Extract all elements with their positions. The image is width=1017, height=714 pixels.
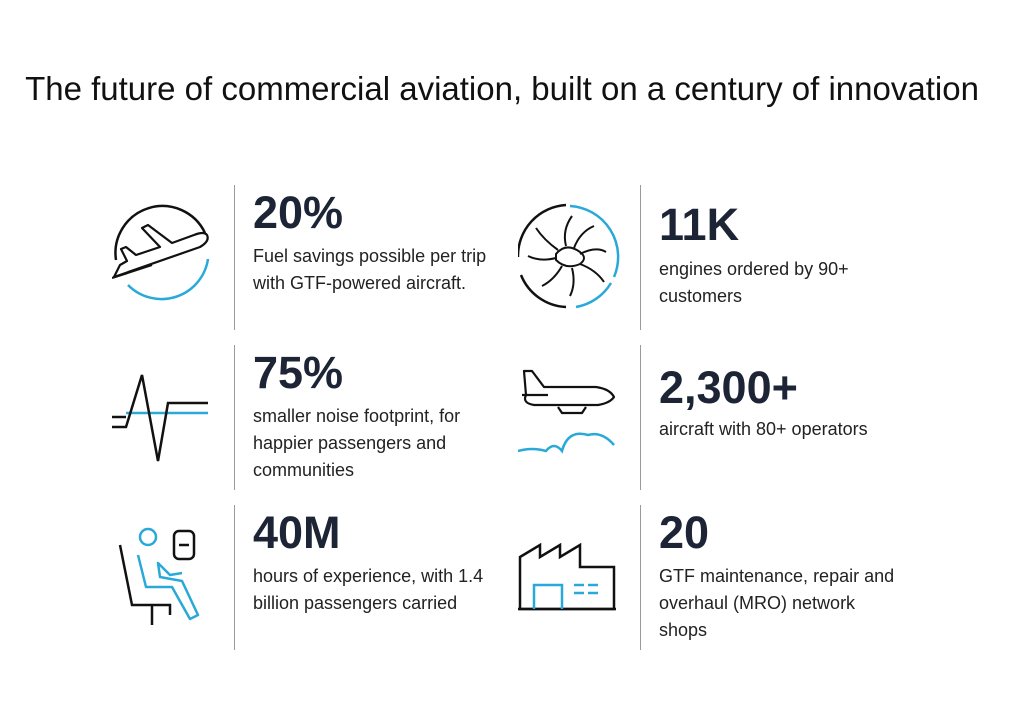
- divider: [234, 185, 235, 330]
- divider: [234, 505, 235, 650]
- plane-clouds-icon: [518, 345, 630, 490]
- stat-aircraft: 2,300+ aircraft with 80+ operators: [518, 345, 898, 490]
- stat-engines-ordered: 11K engines ordered by 90+ customers: [518, 185, 898, 330]
- divider: [640, 185, 641, 330]
- noise-wave-icon: [112, 345, 224, 490]
- stat-mro-shops: 20 GTF maintenance, repair and overhaul …: [518, 505, 898, 650]
- engine-fan-icon: [518, 185, 630, 330]
- passenger-seat-icon: [112, 505, 224, 650]
- stat-description: GTF maintenance, repair and overhaul (MR…: [659, 566, 895, 640]
- stat-number: 2,300+: [659, 362, 798, 413]
- page-title: The future of commercial aviation, built…: [25, 70, 979, 107]
- stat-number: 20%: [253, 187, 344, 238]
- stat-experience: 40M hours of experience, with 1.4 billio…: [112, 505, 492, 650]
- stat-fuel-savings: 20% Fuel savings possible per trip with …: [112, 185, 492, 330]
- stat-number: 40M: [253, 507, 341, 558]
- stat-description: Fuel savings possible per trip with GTF-…: [253, 246, 487, 293]
- factory-icon: [518, 505, 630, 650]
- stat-description: engines ordered by 90+ customers: [659, 259, 849, 306]
- stat-description: smaller noise footprint, for happier pas…: [253, 406, 461, 480]
- plane-takeoff-icon: [112, 185, 224, 330]
- stat-description: hours of experience, with 1.4 billion pa…: [253, 566, 484, 613]
- stat-description: aircraft with 80+ operators: [659, 419, 868, 439]
- stat-noise-footprint: 75% smaller noise footprint, for happier…: [112, 345, 492, 490]
- stat-number: 11K: [659, 199, 740, 250]
- divider: [640, 505, 641, 650]
- stat-number: 20: [659, 507, 710, 558]
- divider: [640, 345, 641, 490]
- stat-number: 75%: [253, 347, 344, 398]
- divider: [234, 345, 235, 490]
